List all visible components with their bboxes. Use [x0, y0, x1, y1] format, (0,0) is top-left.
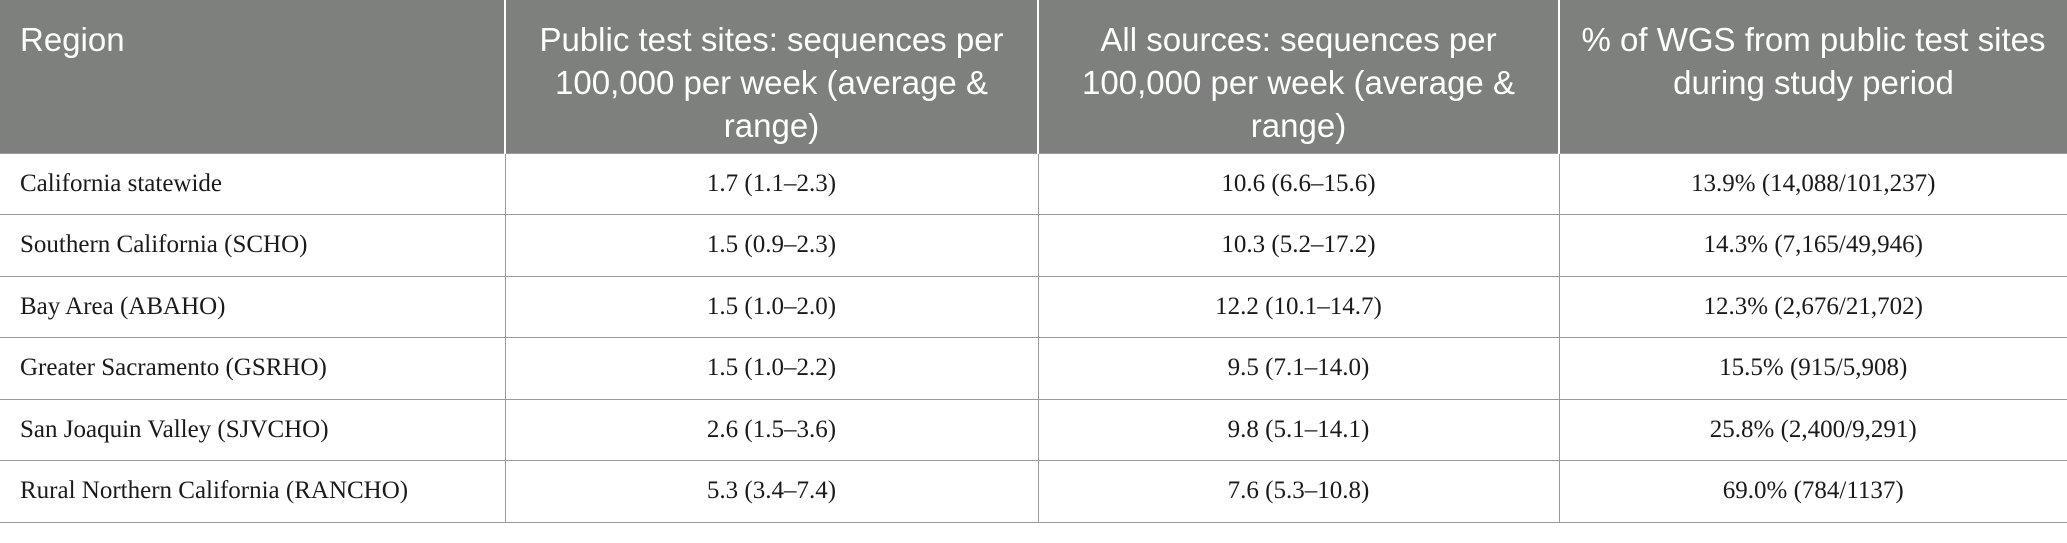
table-row: San Joaquin Valley (SJVCHO) 2.6 (1.5–3.6… — [0, 399, 2067, 461]
region-cell: California statewide — [0, 152, 505, 215]
table-row: Bay Area (ABAHO) 1.5 (1.0–2.0) 12.2 (10.… — [0, 276, 2067, 338]
public-sites-cell: 5.3 (3.4–7.4) — [504, 460, 1038, 523]
header-public-test-sites: Public test sites: sequences per 100,000… — [504, 0, 1038, 153]
header-all-sources: All sources: sequences per 100,000 per w… — [1037, 0, 1559, 153]
all-sources-cell: 12.2 (10.1–14.7) — [1037, 276, 1559, 338]
wgs-percent-cell: 25.8% (2,400/9,291) — [1558, 399, 2067, 461]
region-cell: San Joaquin Valley (SJVCHO) — [0, 399, 505, 461]
table-body: California statewide 1.7 (1.1–2.3) 10.6 … — [0, 152, 2067, 523]
public-sites-cell: 1.5 (1.0–2.0) — [504, 276, 1038, 338]
all-sources-cell: 9.5 (7.1–14.0) — [1037, 337, 1559, 400]
data-table: Region Public test sites: sequences per … — [0, 0, 2067, 523]
table-row: Greater Sacramento (GSRHO) 1.5 (1.0–2.2)… — [0, 337, 2067, 400]
wgs-percent-cell: 13.9% (14,088/101,237) — [1558, 152, 2067, 215]
all-sources-cell: 7.6 (5.3–10.8) — [1037, 460, 1559, 523]
region-cell: Greater Sacramento (GSRHO) — [0, 337, 505, 400]
public-sites-cell: 2.6 (1.5–3.6) — [504, 399, 1038, 461]
table-row: Southern California (SCHO) 1.5 (0.9–2.3)… — [0, 214, 2067, 277]
header-wgs-percent: % of WGS from public test sites during s… — [1558, 0, 2067, 153]
public-sites-cell: 1.5 (1.0–2.2) — [504, 337, 1038, 400]
all-sources-cell: 10.3 (5.2–17.2) — [1037, 214, 1559, 277]
region-cell: Rural Northern California (RANCHO) — [0, 460, 505, 523]
wgs-percent-cell: 14.3% (7,165/49,946) — [1558, 214, 2067, 277]
table-row: Rural Northern California (RANCHO) 5.3 (… — [0, 460, 2067, 523]
table-row: California statewide 1.7 (1.1–2.3) 10.6 … — [0, 152, 2067, 215]
wgs-percent-cell: 12.3% (2,676/21,702) — [1558, 276, 2067, 338]
region-cell: Bay Area (ABAHO) — [0, 276, 505, 338]
public-sites-cell: 1.7 (1.1–2.3) — [504, 152, 1038, 215]
public-sites-cell: 1.5 (0.9–2.3) — [504, 214, 1038, 277]
all-sources-cell: 10.6 (6.6–15.6) — [1037, 152, 1559, 215]
wgs-percent-cell: 69.0% (784/1137) — [1558, 460, 2067, 523]
table-header: Region Public test sites: sequences per … — [0, 0, 2067, 153]
wgs-percent-cell: 15.5% (915/5,908) — [1558, 337, 2067, 400]
header-row: Region Public test sites: sequences per … — [0, 0, 2067, 153]
header-region: Region — [0, 0, 505, 153]
region-cell: Southern California (SCHO) — [0, 214, 505, 277]
all-sources-cell: 9.8 (5.1–14.1) — [1037, 399, 1559, 461]
